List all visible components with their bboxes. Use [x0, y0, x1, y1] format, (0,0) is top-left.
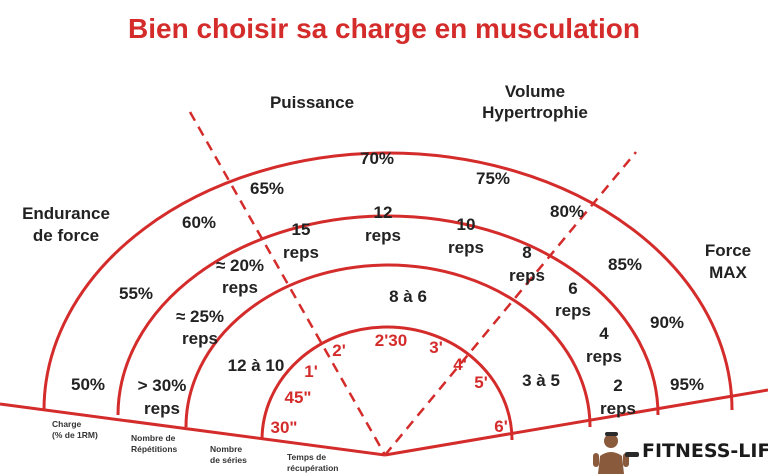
- reps-unit: reps: [448, 238, 484, 257]
- recup-label: 2': [332, 341, 346, 360]
- axis-reps-line1: Nombre de: [131, 433, 176, 443]
- zone-volume-line2: Hypertrophie: [482, 103, 588, 122]
- reps-count: > 30%: [138, 376, 187, 395]
- recuperation-ring: 30" 45" 1' 2' 2'30 3' 4' 5' 6': [271, 331, 508, 437]
- charge-label: 80%: [550, 202, 584, 221]
- arc-recuperation: [260, 325, 514, 441]
- arcs: [42, 151, 734, 441]
- recup-label: 1': [304, 362, 318, 381]
- axis-charge-line2: (% de 1RM): [52, 430, 98, 440]
- zone-labels: Endurance de force Puissance Volume Hype…: [22, 82, 751, 282]
- series-ring: 12 à 10 8 à 6 3 à 5: [228, 287, 560, 390]
- reps-count: 2: [613, 376, 622, 395]
- reps-count: 8: [522, 243, 531, 262]
- axis-reps-line2: Répétitions: [131, 444, 178, 454]
- zone-force-line2: MAX: [709, 263, 747, 282]
- zone-volume-line1: Volume: [505, 82, 565, 101]
- zone-puissance: Puissance: [270, 93, 354, 112]
- charge-label: 85%: [608, 255, 642, 274]
- arc-repetitions: [116, 214, 660, 416]
- fitness-life-logo: FITNESS-LIFE: [593, 432, 768, 474]
- reps-unit: reps: [144, 399, 180, 418]
- charge-label: 50%: [71, 375, 105, 394]
- charge-label: 55%: [119, 284, 153, 303]
- reps-count: 4: [599, 324, 609, 343]
- athlete-icon: [593, 432, 639, 474]
- axis-charge-line1: Charge: [52, 419, 82, 429]
- arc-charge: [42, 151, 734, 411]
- reps-unit: reps: [509, 266, 545, 285]
- arc-series: [184, 263, 592, 428]
- reps-unit: reps: [283, 243, 319, 262]
- zone-endurance-line2: de force: [33, 226, 99, 245]
- baseline-left: [0, 402, 386, 457]
- recup-label: 30": [271, 418, 298, 437]
- recup-label: 4': [453, 355, 467, 374]
- series-label: 8 à 6: [389, 287, 427, 306]
- charge-label: 65%: [250, 179, 284, 198]
- series-label: 12 à 10: [228, 356, 285, 375]
- charge-label: 90%: [650, 313, 684, 332]
- axis-labels: Charge (% de 1RM) Nombre de Répétitions …: [52, 419, 339, 473]
- axis-recup-line1: Temps de: [287, 452, 326, 462]
- recup-label: 3': [429, 338, 443, 357]
- reps-unit: reps: [586, 347, 622, 366]
- diagram-title: Bien choisir sa charge en musculation: [128, 13, 640, 44]
- reps-count: 12: [374, 203, 393, 222]
- divider-force: [384, 151, 637, 456]
- reps-unit: reps: [555, 301, 591, 320]
- zone-force-line1: Force: [705, 241, 751, 260]
- charge-ring: 50% 55% 60% 65% 70% 75% 80% 85% 90% 95%: [71, 149, 704, 394]
- zone-endurance-line1: Endurance: [22, 204, 110, 223]
- charge-label: 75%: [476, 169, 510, 188]
- reps-unit: reps: [600, 399, 636, 418]
- charge-label: 60%: [182, 213, 216, 232]
- baselines: [0, 388, 768, 457]
- reps-unit: reps: [365, 226, 401, 245]
- charge-label: 70%: [360, 149, 394, 168]
- recup-label: 6': [494, 417, 508, 436]
- reps-count: ≈ 20%: [216, 256, 264, 275]
- recup-label: 5': [474, 373, 488, 392]
- reps-unit: reps: [222, 278, 258, 297]
- series-label: 3 à 5: [522, 371, 560, 390]
- repetitions-ring: > 30% reps ≈ 25% reps ≈ 20% reps 15 reps…: [138, 203, 636, 418]
- reps-unit: reps: [182, 329, 218, 348]
- recup-label: 45": [285, 388, 312, 407]
- zone-dividers: [188, 111, 637, 456]
- reps-count: ≈ 25%: [176, 307, 224, 326]
- divider-puissance: [188, 111, 387, 456]
- axis-series-line1: Nombre: [210, 444, 242, 454]
- recup-label: 2'30: [375, 331, 407, 350]
- axis-recup-line2: récupération: [287, 463, 339, 473]
- reps-count: 6: [568, 279, 577, 298]
- reps-count: 10: [457, 215, 476, 234]
- logo-text: FITNESS-LIFE: [642, 440, 768, 462]
- reps-count: 15: [292, 220, 311, 239]
- axis-series-line2: de séries: [210, 455, 247, 465]
- charge-label: 95%: [670, 375, 704, 394]
- baseline-right: [384, 388, 768, 457]
